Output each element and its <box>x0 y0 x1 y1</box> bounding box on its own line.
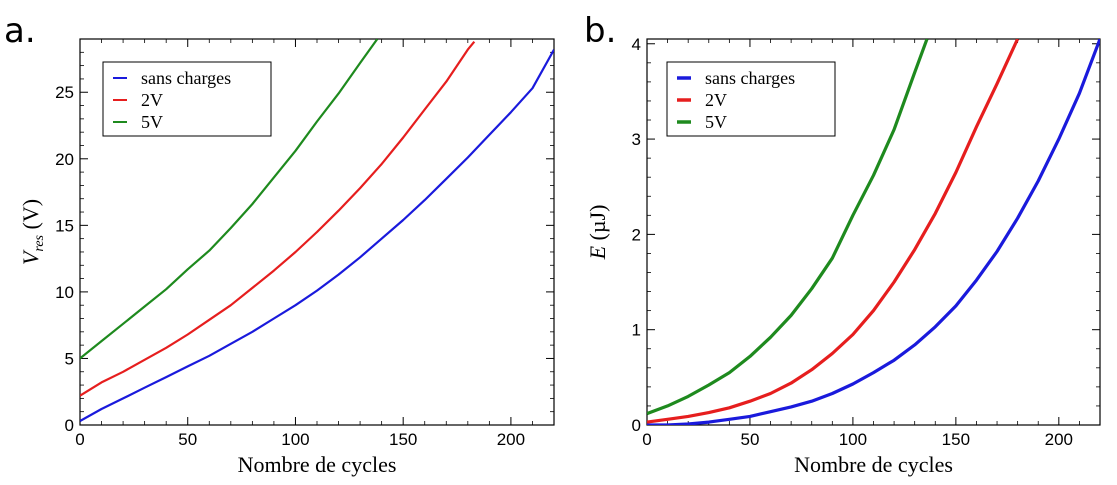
y-tick-label: 0 <box>632 416 641 435</box>
y-axis-title: E (µJ) <box>585 205 610 261</box>
x-tick-label: 200 <box>497 430 525 449</box>
y-axis-title-unit: (µJ) <box>585 205 610 246</box>
y-tick-label: 4 <box>632 35 641 54</box>
y-tick-label: 10 <box>55 283 74 302</box>
legend-label: sans charges <box>141 68 231 88</box>
x-tick-label: 150 <box>389 430 417 449</box>
legend-label: 2V <box>705 90 727 110</box>
panel-label: a. <box>4 11 36 51</box>
y-axis-title-symbol: V <box>18 249 43 265</box>
series-line-2v <box>80 41 476 397</box>
x-tick-label: 100 <box>839 430 867 449</box>
legend-box <box>102 61 272 137</box>
y-tick-label: 3 <box>632 130 641 149</box>
legend-label: 5V <box>141 112 163 132</box>
x-tick-label: 100 <box>281 430 309 449</box>
x-tick-label: 50 <box>178 430 197 449</box>
y-tick-label: 25 <box>55 83 74 102</box>
y-tick-label: 5 <box>65 349 74 368</box>
y-axis-title-unit: (V) <box>18 199 43 235</box>
y-tick-label: 2 <box>632 225 641 244</box>
x-tick-label: 50 <box>740 430 759 449</box>
y-axis-title: Vres (V) <box>18 199 47 265</box>
legend-label: 2V <box>141 90 163 110</box>
legend-box <box>666 61 836 137</box>
y-tick-label: 0 <box>65 416 74 435</box>
x-tick-label: 200 <box>1045 430 1073 449</box>
y-tick-label: 1 <box>632 321 641 340</box>
chart-panel-a: a. 0 50 100 150 200 0 5 10 15 20 25 Nombre de cycles… <box>4 11 555 477</box>
legend-label: sans charges <box>705 68 795 88</box>
y-axis-title-subscript: res <box>32 234 47 251</box>
y-tick-label: 15 <box>55 216 74 235</box>
x-tick-label: 0 <box>75 430 84 449</box>
x-tick-label: 150 <box>942 430 970 449</box>
x-axis-title: Nombre de cycles <box>794 452 953 477</box>
legend-label: 5V <box>705 112 727 132</box>
panel-label: b. <box>584 11 616 51</box>
y-tick-label: 20 <box>55 150 74 169</box>
y-axis-title-symbol: E <box>585 245 610 260</box>
x-tick-label: 0 <box>642 430 651 449</box>
series-line-5v <box>80 39 379 360</box>
series-line-sans-charges <box>80 49 554 422</box>
series-line-2v <box>647 39 1020 424</box>
x-axis-title: Nombre de cycles <box>238 452 397 477</box>
series-line-5v <box>647 39 929 416</box>
series-line-sans-charges <box>647 39 1100 425</box>
chart-panel-b: b. 0 50 100 150 200 0 1 2 3 4 Nombre de cycles E (µJ… <box>584 11 1101 477</box>
